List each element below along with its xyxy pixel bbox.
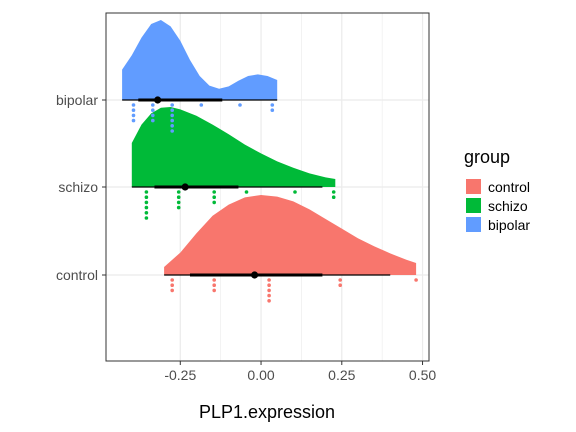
y-tick-label: bipolar bbox=[56, 92, 98, 108]
rain-point-bipolar bbox=[170, 108, 174, 112]
rain-point-schizo bbox=[212, 190, 216, 194]
rain-point-bipolar bbox=[270, 103, 275, 107]
rain-point-control bbox=[267, 278, 271, 282]
x-tick-label: 0.50 bbox=[409, 367, 436, 383]
x-axis-title: PLP1.expression bbox=[199, 402, 335, 422]
rain-point-control bbox=[267, 288, 271, 293]
rain-point-schizo bbox=[212, 195, 216, 199]
rain-point-bipolar bbox=[131, 118, 136, 123]
rain-point-bipolar bbox=[131, 113, 136, 118]
rain-point-control bbox=[338, 278, 343, 282]
legend-label-schizo: schizo bbox=[488, 198, 528, 214]
rain-point-bipolar bbox=[151, 113, 155, 118]
legend-swatch-control bbox=[466, 179, 481, 194]
density-cloud-control bbox=[164, 195, 417, 275]
rain-point-control bbox=[338, 283, 343, 288]
rain-point-bipolar bbox=[151, 118, 155, 123]
rain-point-schizo bbox=[176, 205, 181, 210]
rain-point-control bbox=[170, 283, 174, 288]
x-tick-label: -0.25 bbox=[164, 367, 196, 383]
rain-point-control bbox=[267, 293, 271, 298]
density-cloud-bipolar bbox=[122, 20, 278, 100]
rain-point-bipolar bbox=[199, 103, 204, 107]
rain-point-schizo bbox=[293, 190, 297, 194]
density-clouds bbox=[122, 20, 417, 275]
rain-point-schizo bbox=[176, 195, 181, 199]
x-tick-label: 0.25 bbox=[328, 367, 355, 383]
rain-point-bipolar bbox=[131, 103, 136, 107]
rain-point-schizo bbox=[144, 195, 149, 199]
y-axis: control schizo bipolar bbox=[56, 92, 106, 283]
rain-point-schizo bbox=[331, 190, 336, 194]
rain-point-bipolar bbox=[151, 108, 155, 112]
rain-point-schizo bbox=[144, 205, 149, 210]
y-tick-label: schizo bbox=[58, 179, 98, 195]
rain-point-bipolar bbox=[170, 103, 174, 107]
rain-point-schizo bbox=[244, 190, 249, 194]
legend-title: group bbox=[464, 147, 510, 167]
rain-point-bipolar bbox=[270, 108, 275, 112]
x-tick-label: 0.00 bbox=[247, 367, 274, 383]
rain-point-schizo bbox=[144, 216, 149, 220]
rain-points bbox=[131, 103, 418, 303]
interval-center-bipolar bbox=[154, 96, 162, 104]
interval-center-control bbox=[250, 271, 259, 279]
rain-point-control bbox=[212, 278, 216, 282]
legend-swatch-schizo bbox=[466, 198, 481, 213]
rain-point-control bbox=[212, 283, 216, 288]
x-axis: -0.25 0.00 0.25 0.50 bbox=[164, 361, 436, 383]
summary-intervals bbox=[122, 96, 391, 279]
rain-point-control bbox=[170, 288, 174, 293]
rain-point-bipolar bbox=[170, 113, 174, 118]
rain-point-bipolar bbox=[238, 103, 242, 107]
rain-point-control bbox=[267, 283, 271, 288]
rain-point-bipolar bbox=[151, 103, 155, 107]
legend-label-control: control bbox=[488, 179, 530, 195]
y-tick-label: control bbox=[56, 267, 98, 283]
rain-point-schizo bbox=[144, 211, 149, 215]
rain-point-control bbox=[170, 278, 174, 282]
rain-point-schizo bbox=[176, 200, 181, 205]
interval-center-schizo bbox=[181, 183, 189, 191]
rain-point-bipolar bbox=[170, 129, 174, 133]
rain-point-schizo bbox=[144, 190, 149, 194]
legend: group control schizo bipolar bbox=[464, 147, 530, 233]
rain-point-bipolar bbox=[170, 124, 174, 128]
legend-label-bipolar: bipolar bbox=[488, 217, 530, 233]
rain-point-control bbox=[267, 299, 271, 303]
rain-point-bipolar bbox=[131, 108, 136, 112]
rain-point-schizo bbox=[144, 200, 149, 205]
rain-point-bipolar bbox=[170, 118, 174, 123]
rain-point-schizo bbox=[331, 195, 336, 199]
density-cloud-schizo bbox=[131, 107, 336, 187]
rain-point-control bbox=[414, 278, 418, 282]
legend-swatch-bipolar bbox=[466, 217, 481, 232]
rain-point-schizo bbox=[212, 200, 216, 205]
rain-point-schizo bbox=[176, 190, 181, 194]
rain-point-control bbox=[212, 288, 216, 293]
